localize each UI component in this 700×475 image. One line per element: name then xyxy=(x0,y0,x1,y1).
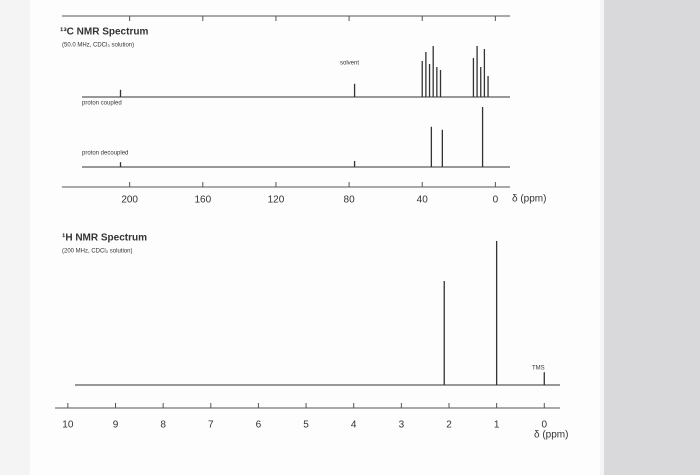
chart-subtitle: (50.0 MHz, CDCl₃ solution) xyxy=(62,43,134,49)
x-tick-label: 200 xyxy=(121,195,138,206)
x-tick-label: 4 xyxy=(351,420,357,431)
x-axis-label: δ (ppm) xyxy=(534,430,568,441)
x-tick-label: 5 xyxy=(303,420,309,431)
x-tick-label: 80 xyxy=(344,195,356,206)
x-tick-label: 9 xyxy=(113,420,119,431)
chart-title: ¹H NMR Spectrum xyxy=(62,233,147,244)
x-axis-label: δ (ppm) xyxy=(512,194,546,205)
x-tick-label: 1 xyxy=(494,420,500,431)
annotation: solvent xyxy=(340,61,359,67)
x-tick-label: 6 xyxy=(256,420,262,431)
trace-label: proton coupled xyxy=(82,101,122,107)
chart-subtitle: (200 MHz, CDCl₃ solution) xyxy=(62,249,132,255)
x-tick-label: 8 xyxy=(160,420,166,431)
x-tick-label: 0 xyxy=(541,420,547,431)
trace-label: proton decoupled xyxy=(82,151,128,157)
x-tick-label: 10 xyxy=(62,420,74,431)
sheet xyxy=(30,0,600,475)
x-tick-label: 2 xyxy=(446,420,452,431)
annotation: TMS xyxy=(532,366,545,372)
x-tick-label: 0 xyxy=(493,195,499,206)
x-tick-label: 160 xyxy=(194,195,211,206)
chart-title: ¹³C NMR Spectrum xyxy=(60,27,148,38)
x-tick-label: 7 xyxy=(208,420,214,431)
x-tick-label: 120 xyxy=(268,195,285,206)
x-tick-label: 3 xyxy=(399,420,405,431)
x-tick-label: 40 xyxy=(417,195,429,206)
